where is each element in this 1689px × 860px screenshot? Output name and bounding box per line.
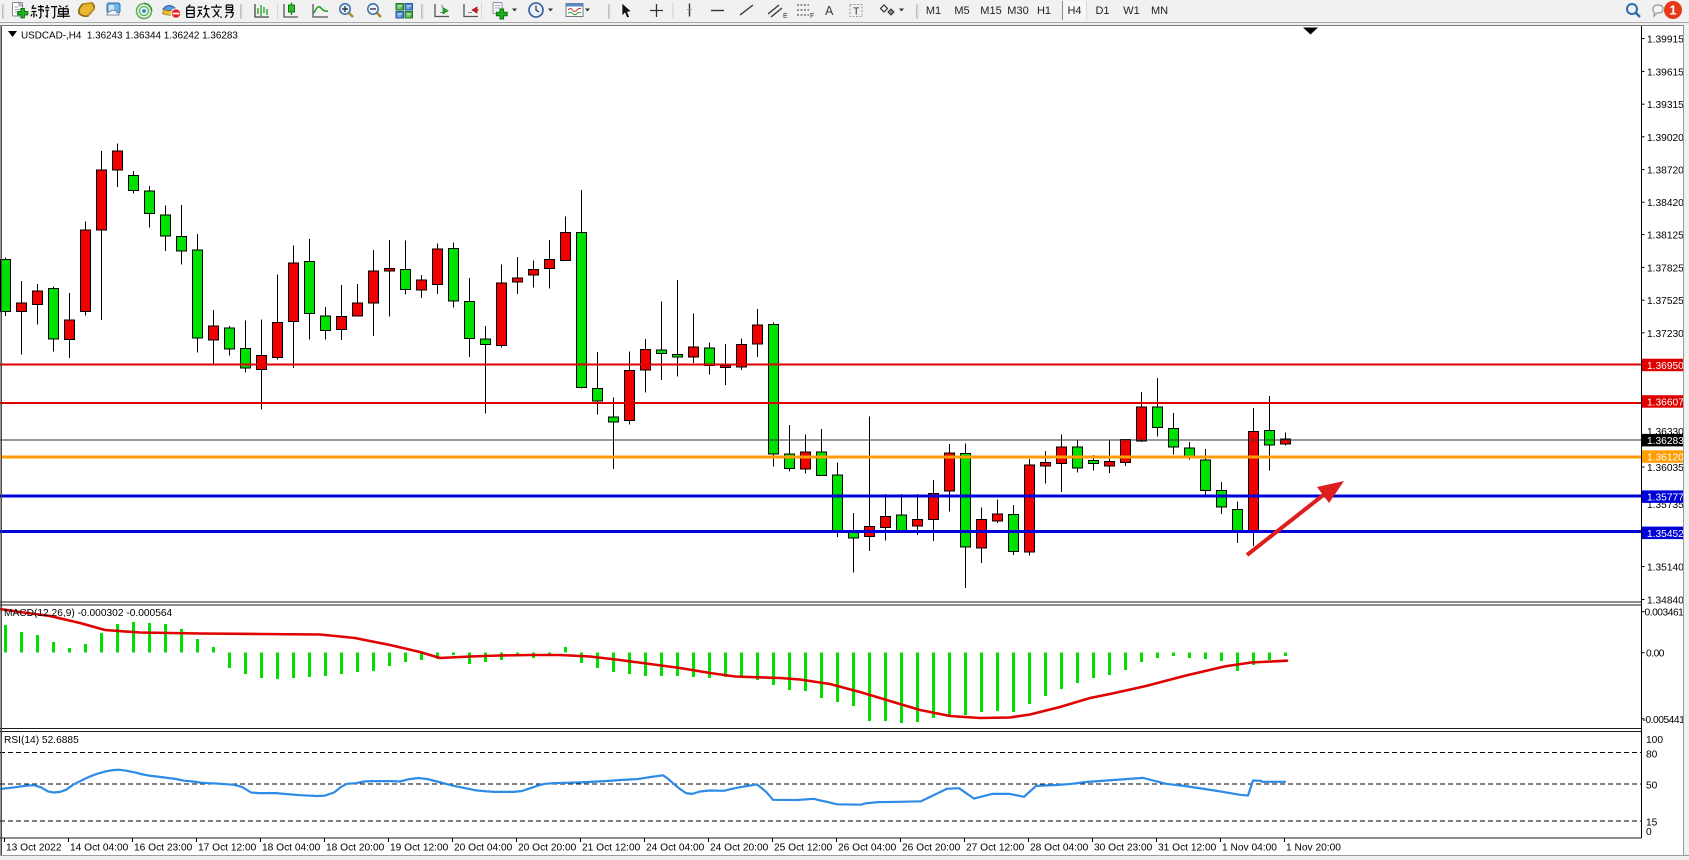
svg-text:1 Nov 04:00: 1 Nov 04:00 [1222,843,1277,854]
svg-text:T: T [853,6,860,18]
svg-text:50: 50 [1646,781,1658,792]
svg-text:21 Oct 12:00: 21 Oct 12:00 [582,843,641,854]
svg-text:26 Oct 20:00: 26 Oct 20:00 [902,843,961,854]
svg-text:1.38420: 1.38420 [1647,198,1684,209]
svg-text:13 Oct 2022: 13 Oct 2022 [6,843,62,854]
svg-text:25 Oct 12:00: 25 Oct 12:00 [774,843,833,854]
svg-text:A: A [825,4,834,18]
svg-text:80: 80 [1646,749,1658,760]
svg-text:1.37525: 1.37525 [1647,296,1684,307]
svg-text:1.35777: 1.35777 [1647,493,1684,504]
svg-text:20 Oct 20:00: 20 Oct 20:00 [518,843,577,854]
svg-text:14 Oct 04:00: 14 Oct 04:00 [70,843,129,854]
svg-text:1.34840: 1.34840 [1647,596,1684,607]
svg-text:30 Oct 23:00: 30 Oct 23:00 [1094,843,1153,854]
svg-text:1.36950: 1.36950 [1647,361,1684,372]
svg-text:1.39915: 1.39915 [1647,35,1684,46]
svg-text:1.36283: 1.36283 [1647,436,1684,447]
svg-text:19 Oct 12:00: 19 Oct 12:00 [390,843,449,854]
svg-text:27 Oct 12:00: 27 Oct 12:00 [966,843,1025,854]
svg-text:18 Oct 04:00: 18 Oct 04:00 [262,843,321,854]
svg-text:USDCAD-,H4 1.36243 1.36344 1.: USDCAD-,H4 1.36243 1.36344 1.36242 1.362… [21,31,238,42]
svg-text:0.00: 0.00 [1646,649,1665,660]
svg-text:20 Oct 04:00: 20 Oct 04:00 [454,843,513,854]
svg-text:1.36120: 1.36120 [1647,453,1684,464]
svg-text:15: 15 [1646,818,1658,829]
svg-text:1.36035: 1.36035 [1647,463,1684,474]
svg-text:31 Oct 12:00: 31 Oct 12:00 [1158,843,1217,854]
svg-text:-0.005441: -0.005441 [1643,715,1686,726]
svg-text:17 Oct 12:00: 17 Oct 12:00 [198,843,257,854]
svg-text:1.38125: 1.38125 [1647,231,1684,242]
svg-text:1.37230: 1.37230 [1647,329,1684,340]
svg-text:1: 1 [1669,3,1676,18]
svg-text:1 Nov 20:00: 1 Nov 20:00 [1286,843,1341,854]
svg-text:F: F [810,13,814,20]
svg-text:0: 0 [1646,827,1652,838]
svg-text:MACD(12,26,9) -0.000302 -0.000: MACD(12,26,9) -0.000302 -0.000564 [4,608,173,619]
svg-text:E: E [783,13,788,20]
svg-text:1.37825: 1.37825 [1647,263,1684,274]
svg-text:1.36607: 1.36607 [1647,398,1684,409]
svg-text:RSI(14) 52.6885: RSI(14) 52.6885 [4,735,79,746]
svg-text:1.39315: 1.39315 [1647,100,1684,111]
svg-text:26 Oct 04:00: 26 Oct 04:00 [838,843,897,854]
svg-text:1.35140: 1.35140 [1647,563,1684,574]
svg-text:1.35452: 1.35452 [1647,529,1684,540]
svg-text:16 Oct 23:00: 16 Oct 23:00 [134,843,193,854]
svg-text:1.39615: 1.39615 [1647,67,1684,78]
svg-text:1.38720: 1.38720 [1647,166,1684,177]
svg-text:18 Oct 20:00: 18 Oct 20:00 [326,843,385,854]
svg-text:24 Oct 20:00: 24 Oct 20:00 [710,843,769,854]
svg-text:28 Oct 04:00: 28 Oct 04:00 [1030,843,1089,854]
svg-text:1.35735: 1.35735 [1647,500,1684,511]
svg-text:100: 100 [1646,735,1663,746]
svg-text:0.003461: 0.003461 [1645,608,1685,619]
svg-text:1.36330: 1.36330 [1647,427,1684,438]
svg-text:1.39020: 1.39020 [1647,133,1684,144]
svg-text:24 Oct 04:00: 24 Oct 04:00 [646,843,705,854]
